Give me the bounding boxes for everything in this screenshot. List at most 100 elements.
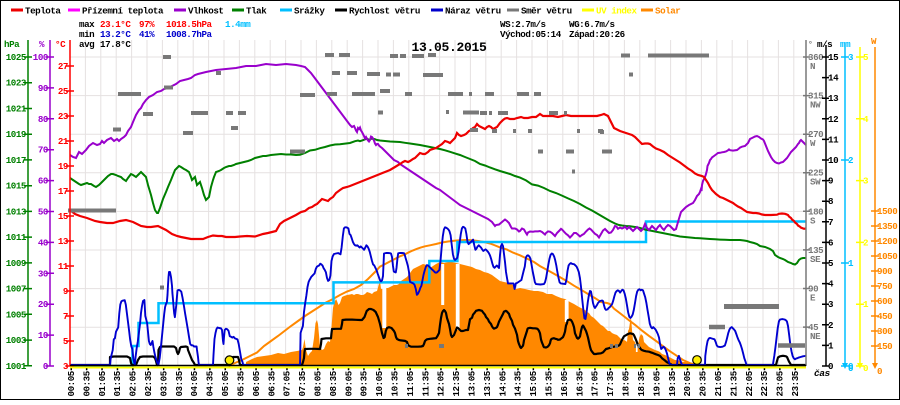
svg-text:3: 3 bbox=[863, 176, 869, 187]
svg-text:3: 3 bbox=[848, 52, 854, 63]
svg-text:5: 5 bbox=[828, 258, 834, 269]
svg-text:19:05: 19:05 bbox=[651, 370, 662, 396]
svg-text:20: 20 bbox=[38, 299, 48, 310]
svg-text:1015: 1015 bbox=[6, 181, 27, 192]
svg-text:09:05: 09:05 bbox=[343, 370, 354, 396]
svg-text:1007: 1007 bbox=[6, 284, 26, 295]
svg-text:900: 900 bbox=[877, 266, 892, 277]
svg-text:15:05: 15:05 bbox=[528, 370, 539, 396]
svg-text:°C: °C bbox=[55, 39, 66, 50]
svg-text:UV index: UV index bbox=[596, 6, 637, 17]
svg-text:13: 13 bbox=[58, 236, 69, 247]
svg-text:2: 2 bbox=[848, 155, 853, 166]
svg-text:1018.5hPa: 1018.5hPa bbox=[166, 19, 213, 30]
svg-text:9: 9 bbox=[63, 286, 68, 297]
svg-text:Směr větru: Směr větru bbox=[521, 6, 572, 17]
svg-text:avg: avg bbox=[79, 39, 94, 50]
svg-text:Teplota: Teplota bbox=[25, 6, 61, 17]
svg-text:SW: SW bbox=[810, 177, 821, 188]
svg-text:16:35: 16:35 bbox=[574, 370, 585, 396]
svg-text:05:35: 05:35 bbox=[235, 370, 246, 396]
svg-text:1025: 1025 bbox=[6, 52, 27, 63]
svg-text:27: 27 bbox=[58, 61, 68, 72]
svg-text:1013: 1013 bbox=[6, 206, 27, 217]
svg-text:60: 60 bbox=[38, 176, 48, 187]
svg-text:5: 5 bbox=[863, 52, 869, 63]
svg-text:0: 0 bbox=[828, 361, 833, 372]
svg-text:19:35: 19:35 bbox=[667, 370, 678, 396]
svg-text:9: 9 bbox=[828, 176, 833, 187]
svg-text:1500: 1500 bbox=[877, 206, 897, 217]
svg-text:SE: SE bbox=[810, 254, 821, 265]
svg-text:11: 11 bbox=[58, 261, 69, 272]
svg-text:1005: 1005 bbox=[6, 309, 27, 320]
svg-text:°: ° bbox=[808, 41, 812, 50]
svg-text:10:05: 10:05 bbox=[374, 370, 385, 396]
svg-text:Solar: Solar bbox=[655, 6, 680, 17]
svg-text:0: 0 bbox=[877, 366, 882, 377]
svg-text:01:35: 01:35 bbox=[112, 370, 123, 396]
svg-text:NW: NW bbox=[810, 100, 821, 111]
svg-text:1003: 1003 bbox=[6, 335, 27, 346]
svg-text:14:35: 14:35 bbox=[513, 370, 524, 396]
svg-text:1200: 1200 bbox=[877, 236, 897, 247]
svg-text:07:05: 07:05 bbox=[282, 370, 293, 396]
svg-text:135: 135 bbox=[808, 245, 824, 256]
svg-text:0: 0 bbox=[863, 363, 868, 374]
svg-text:Západ:20:26: Západ:20:26 bbox=[569, 29, 625, 40]
svg-text:22:35: 22:35 bbox=[759, 370, 770, 396]
svg-text:1: 1 bbox=[828, 340, 834, 351]
svg-text:15: 15 bbox=[58, 211, 69, 222]
svg-text:2: 2 bbox=[863, 237, 868, 248]
svg-text:17:05: 17:05 bbox=[590, 370, 601, 396]
svg-text:1008.7hPa: 1008.7hPa bbox=[166, 29, 213, 40]
svg-text:00:35: 00:35 bbox=[81, 370, 92, 396]
svg-text:1001: 1001 bbox=[6, 361, 27, 372]
svg-text:21:35: 21:35 bbox=[728, 370, 739, 396]
svg-text:80: 80 bbox=[38, 114, 48, 125]
svg-text:450: 450 bbox=[877, 311, 892, 322]
svg-text:20:35: 20:35 bbox=[698, 370, 709, 396]
svg-text:02:35: 02:35 bbox=[143, 370, 154, 396]
svg-text:20:05: 20:05 bbox=[682, 370, 693, 396]
svg-text:1350: 1350 bbox=[877, 221, 897, 232]
svg-text:10: 10 bbox=[38, 330, 48, 341]
svg-text:4: 4 bbox=[863, 114, 869, 125]
svg-text:21:05: 21:05 bbox=[713, 370, 724, 396]
svg-text:41%: 41% bbox=[139, 29, 155, 40]
svg-text:1009: 1009 bbox=[6, 258, 26, 269]
svg-text:0: 0 bbox=[848, 363, 853, 374]
svg-text:E: E bbox=[810, 293, 816, 304]
svg-text:315: 315 bbox=[808, 91, 824, 102]
svg-text:1023: 1023 bbox=[6, 78, 27, 89]
svg-text:13: 13 bbox=[828, 93, 839, 104]
svg-text:%: % bbox=[39, 39, 45, 50]
svg-text:7: 7 bbox=[63, 311, 68, 322]
svg-text:09:35: 09:35 bbox=[359, 370, 370, 396]
svg-text:12: 12 bbox=[828, 114, 838, 125]
svg-text:6: 6 bbox=[828, 237, 833, 248]
svg-text:1019: 1019 bbox=[6, 129, 26, 140]
svg-text:15: 15 bbox=[828, 52, 839, 63]
svg-text:225: 225 bbox=[808, 168, 824, 179]
svg-text:1: 1 bbox=[863, 299, 869, 310]
svg-text:13:35: 13:35 bbox=[482, 370, 493, 396]
svg-text:13.05.2015: 13.05.2015 bbox=[411, 40, 487, 55]
svg-text:45: 45 bbox=[808, 322, 819, 333]
svg-text:02:05: 02:05 bbox=[128, 370, 139, 396]
svg-text:30: 30 bbox=[38, 268, 48, 279]
svg-text:05:05: 05:05 bbox=[220, 370, 231, 396]
svg-text:1021: 1021 bbox=[6, 104, 27, 115]
svg-text:Východ:05:14: Východ:05:14 bbox=[500, 29, 562, 40]
svg-text:750: 750 bbox=[877, 281, 892, 292]
svg-text:23:05: 23:05 bbox=[775, 370, 786, 396]
svg-text:1050: 1050 bbox=[877, 251, 897, 262]
svg-text:150: 150 bbox=[877, 341, 892, 352]
svg-text:Rychlost větru: Rychlost větru bbox=[349, 6, 420, 17]
svg-text:čas: čas bbox=[814, 368, 831, 379]
svg-text:11:05: 11:05 bbox=[405, 370, 416, 396]
svg-text:40: 40 bbox=[38, 237, 48, 248]
svg-text:1.4mm: 1.4mm bbox=[225, 19, 251, 30]
svg-text:18:05: 18:05 bbox=[621, 370, 632, 396]
svg-text:270: 270 bbox=[808, 129, 823, 140]
